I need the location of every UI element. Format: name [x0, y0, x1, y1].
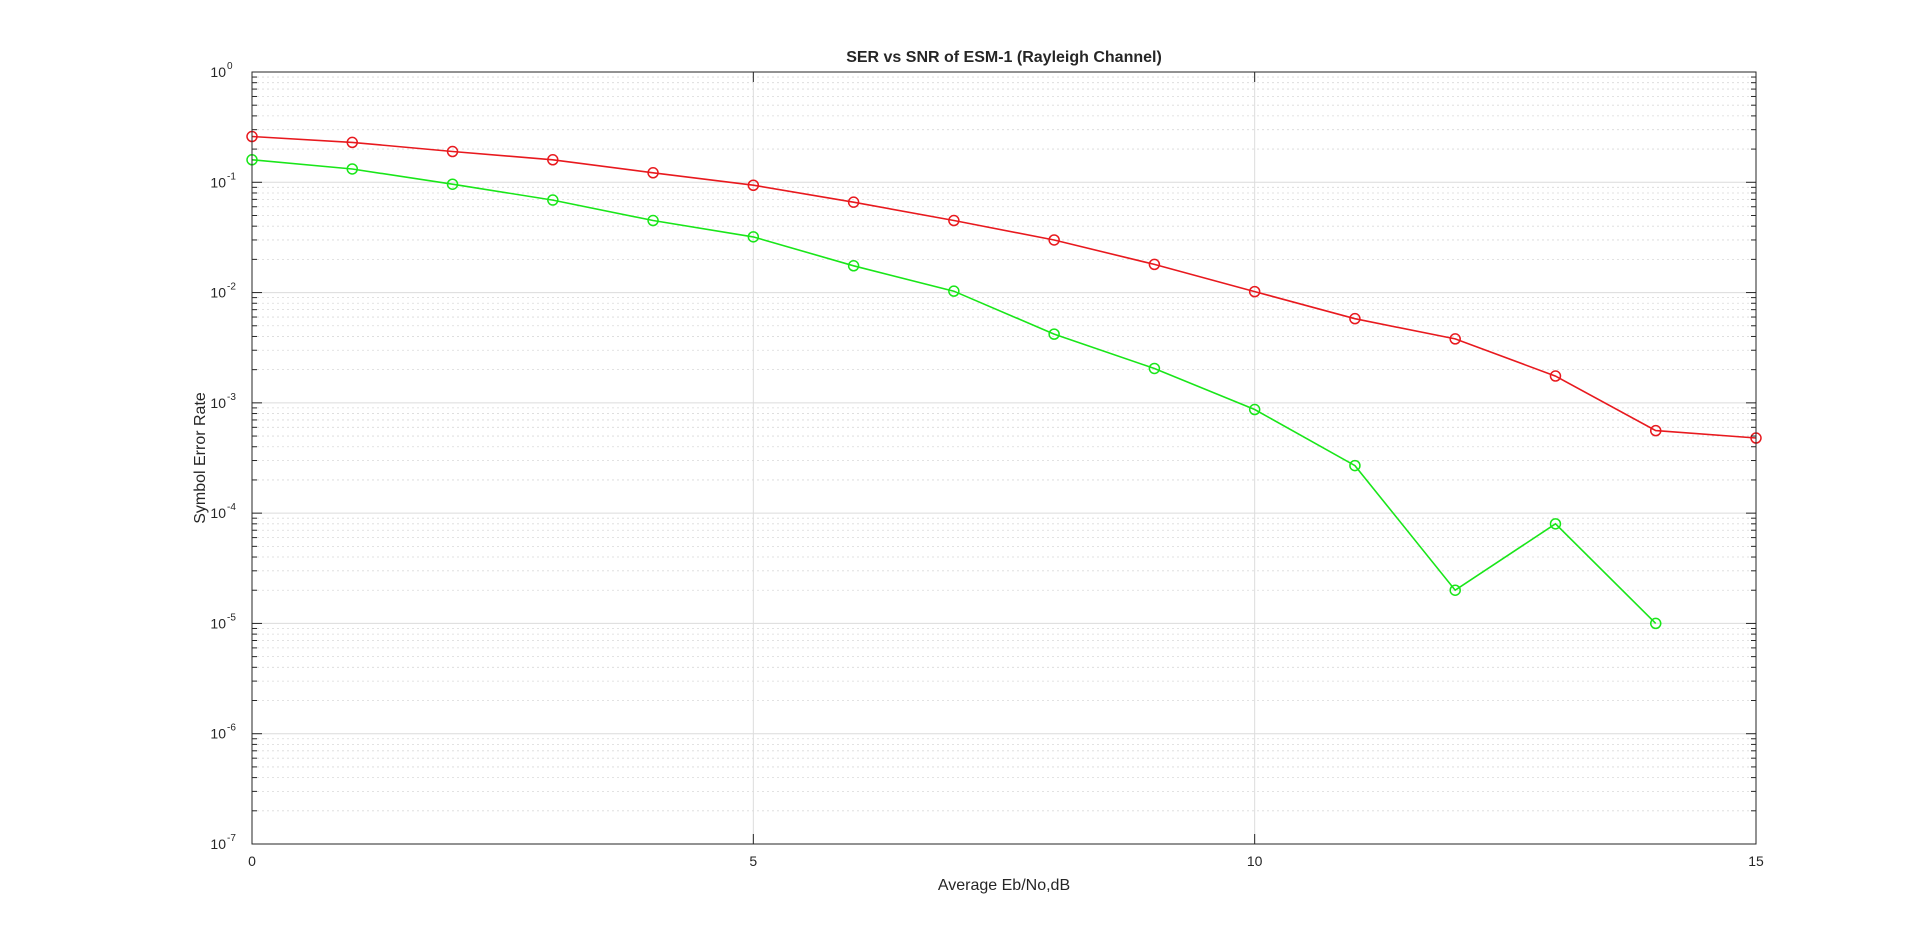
data-point	[1649, 424, 1662, 437]
y-tick-exponent: -3	[227, 392, 236, 403]
y-tick-exponent: -7	[227, 833, 236, 844]
series-line	[251, 159, 1657, 624]
series-line	[251, 135, 1757, 439]
y-tick-exponent: -6	[227, 723, 236, 734]
series-1	[246, 130, 1762, 444]
data-point	[847, 196, 860, 208]
data-point	[547, 154, 559, 166]
data-point	[847, 260, 860, 272]
y-tick-exponent: -1	[227, 171, 236, 182]
data-point	[747, 231, 760, 243]
data-point	[346, 163, 359, 175]
y-tick-label: 10	[210, 726, 226, 742]
data-point	[647, 167, 659, 179]
y-tick-label: 10	[210, 836, 226, 852]
x-tick-label: 10	[1247, 853, 1263, 869]
data-point	[446, 178, 459, 190]
data-point	[346, 136, 359, 149]
data-point	[1449, 333, 1461, 345]
data-point	[1048, 234, 1060, 246]
x-tick-label: 15	[1748, 853, 1764, 869]
x-tick-label: 0	[248, 853, 256, 869]
data-point	[1549, 518, 1562, 530]
y-tick-label: 10	[210, 615, 226, 631]
y-tick-label: 10	[210, 64, 226, 80]
data-point	[948, 285, 960, 297]
data-point	[1349, 459, 1361, 472]
data-point	[948, 214, 960, 227]
data-point	[1148, 362, 1161, 375]
data-point	[1148, 258, 1161, 271]
data-point	[1248, 285, 1261, 298]
y-tick-exponent: -2	[227, 282, 236, 293]
data-point	[446, 145, 459, 158]
series-layer	[246, 130, 1762, 630]
plot-background	[252, 72, 1756, 844]
y-tick-label: 10	[210, 285, 226, 301]
data-point	[547, 194, 559, 206]
y-tick-label: 10	[210, 505, 226, 521]
ticks: 10-710-610-510-410-310-210-110 00 5 10 15	[210, 61, 1764, 869]
x-tick-label: 5	[749, 853, 757, 869]
y-tick-exponent: -5	[227, 612, 236, 623]
x-axis-label: Average Eb/No,dB	[938, 877, 1070, 894]
y-tick-label: 10	[210, 174, 226, 190]
y-axis-label: Symbol Error Rate	[192, 392, 209, 524]
plot-frame	[251, 71, 1757, 845]
data-point	[747, 179, 760, 191]
data-point	[647, 214, 659, 227]
series-2	[246, 154, 1662, 630]
data-point	[1549, 370, 1562, 382]
data-point	[1248, 403, 1261, 416]
y-tick-exponent: -4	[227, 502, 236, 513]
y-tick-exponent: 0	[227, 61, 233, 72]
data-point	[1349, 312, 1361, 325]
data-point	[1449, 584, 1461, 596]
y-tick-label: 10	[210, 395, 226, 411]
data-point	[1649, 617, 1662, 630]
chart-title: SER vs SNR of ESM-1 (Rayleigh Channel)	[846, 49, 1162, 66]
grid	[251, 71, 1757, 845]
data-point	[1048, 328, 1060, 340]
